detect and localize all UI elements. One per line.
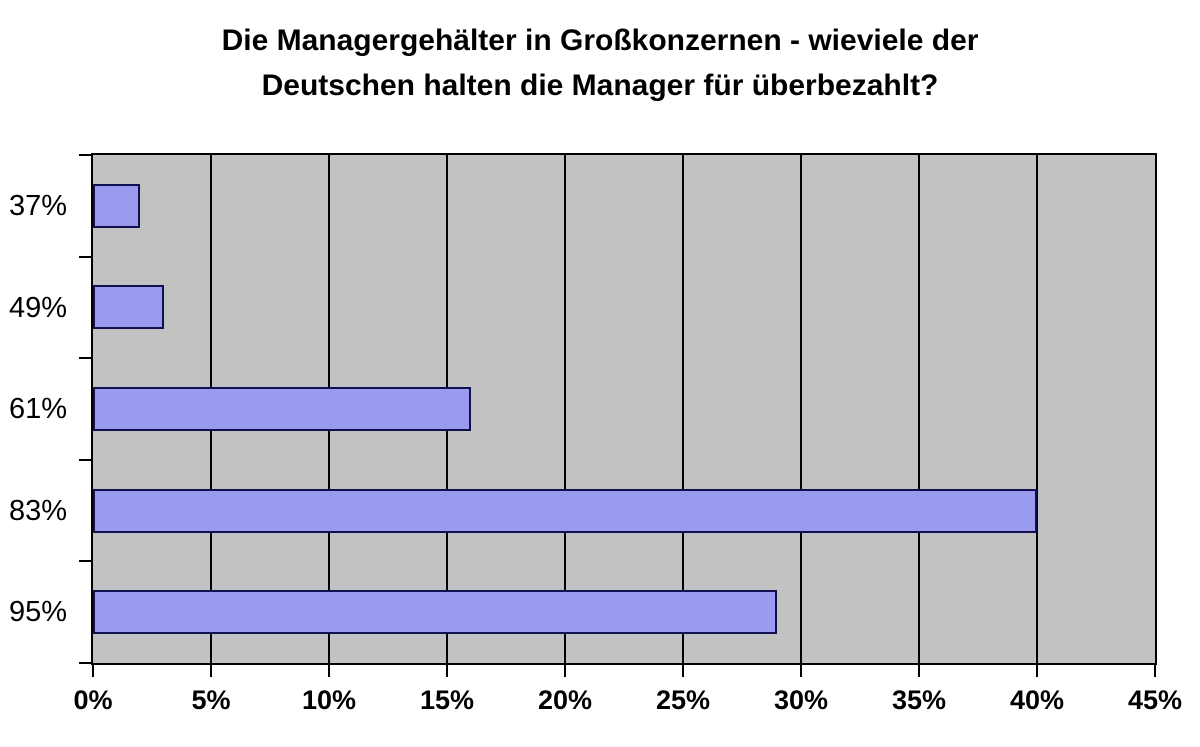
y-axis-tick [79, 662, 92, 664]
x-axis-label-40%: 40% [1009, 685, 1065, 715]
chart-title-line-1: Die Managergehälter in Großkonzernen - w… [221, 24, 979, 57]
x-axis-tick-25% [682, 665, 684, 677]
gridline-35 [918, 155, 920, 663]
y-axis-label-61%: 61% [8, 392, 67, 425]
y-axis-label-83%: 83% [8, 494, 67, 527]
chart-title-line-2: Deutschen halten die Manager für überbez… [261, 69, 939, 102]
y-axis-label-95%: 95% [8, 595, 67, 628]
x-axis-label-30%: 30% [773, 685, 829, 715]
x-axis-label-35%: 35% [891, 685, 947, 715]
plot-area [91, 153, 1157, 665]
gridline-30 [800, 155, 802, 663]
y-axis-label-37%: 37% [8, 189, 67, 222]
bar-37% [93, 184, 140, 228]
x-axis-tick-5% [210, 665, 212, 677]
x-axis-label-15%: 15% [419, 685, 475, 715]
gridline-20 [564, 155, 566, 663]
bar-83% [93, 489, 1037, 533]
y-axis-label-49%: 49% [8, 291, 67, 324]
bar-49% [93, 285, 164, 329]
x-axis-label-20%: 20% [537, 685, 593, 715]
bar-61% [93, 387, 471, 431]
x-axis-label-5%: 5% [191, 685, 231, 715]
y-axis-tick [79, 154, 92, 156]
gridline-25 [682, 155, 684, 663]
x-axis-tick-30% [800, 665, 802, 677]
x-axis-label-10%: 10% [301, 685, 357, 715]
y-axis-tick [79, 560, 92, 562]
x-axis-tick-20% [564, 665, 566, 677]
y-axis-tick [79, 459, 92, 461]
y-axis-tick [79, 256, 92, 258]
x-axis-tick-45% [1154, 665, 1156, 677]
x-axis-label-45%: 45% [1127, 685, 1183, 715]
x-axis-label-25%: 25% [655, 685, 711, 715]
chart-title: Die Managergehälter in Großkonzernen - w… [0, 18, 1200, 108]
x-axis-tick-15% [446, 665, 448, 677]
y-axis-tick [79, 357, 92, 359]
bar-95% [93, 590, 777, 634]
x-axis-label-0%: 0% [73, 685, 113, 715]
x-axis-tick-10% [328, 665, 330, 677]
x-axis-tick-40% [1036, 665, 1038, 677]
x-axis-tick-35% [918, 665, 920, 677]
x-axis-tick-0% [92, 665, 94, 677]
gridline-40 [1036, 155, 1038, 663]
